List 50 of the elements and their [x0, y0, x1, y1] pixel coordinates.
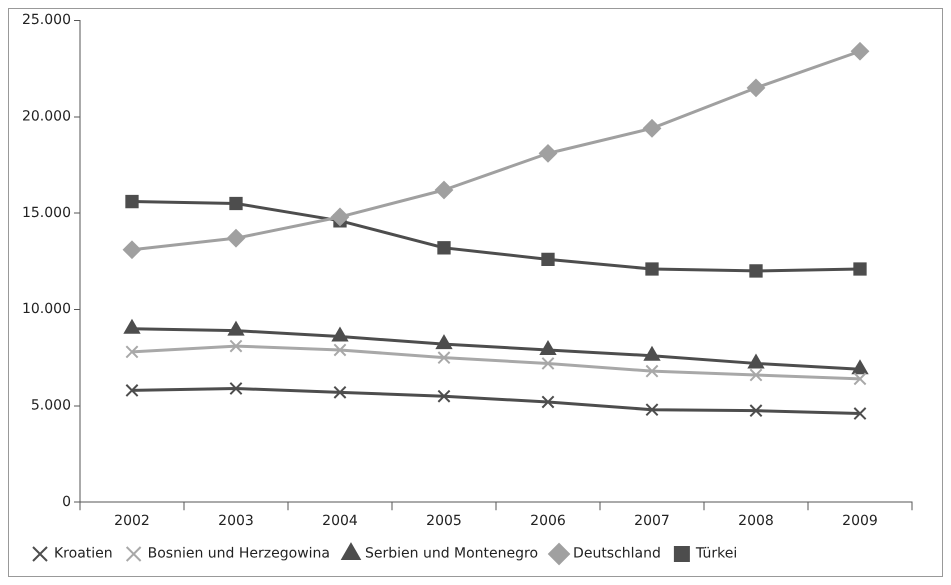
- point: [333, 343, 347, 357]
- point: [125, 345, 139, 359]
- x-tick-label: 2004: [322, 513, 358, 530]
- x-tick-label: 2007: [634, 513, 670, 530]
- point: [851, 42, 869, 60]
- point: [645, 403, 659, 416]
- y-tick-label: 15.000: [22, 204, 71, 221]
- point: [541, 395, 555, 409]
- x-tick-label: 2009: [842, 513, 878, 530]
- legend-label: Bosnien und Herzegowina: [148, 546, 330, 562]
- y-tick-label: 20.000: [22, 108, 71, 124]
- point: [229, 196, 243, 210]
- x-tick-label: 2002: [114, 513, 150, 530]
- point: [749, 404, 763, 418]
- point: [125, 194, 139, 208]
- point: [226, 229, 245, 248]
- legend-label: Serbien und Montenegro: [364, 546, 538, 562]
- point: [229, 339, 243, 353]
- y-tick-label: 0: [62, 494, 71, 510]
- point: [434, 180, 453, 199]
- legend-label: Deutschland: [573, 546, 661, 562]
- point: [330, 208, 349, 226]
- point: [437, 390, 451, 403]
- point: [853, 406, 867, 420]
- point: [437, 241, 451, 254]
- x-tick-label: 2006: [530, 513, 566, 530]
- point: [122, 240, 141, 259]
- y-tick-label: 10.000: [22, 301, 71, 318]
- point: [747, 78, 765, 97]
- point: [541, 356, 555, 370]
- point: [333, 386, 347, 400]
- point: [125, 384, 139, 398]
- point: [853, 372, 867, 386]
- point: [437, 351, 451, 364]
- x-tick-label: 2003: [218, 513, 254, 530]
- point: [538, 144, 557, 162]
- point: [645, 364, 659, 378]
- x-tick-label: 2008: [738, 513, 774, 530]
- point: [749, 368, 763, 382]
- legend-label: Türkei: [694, 546, 738, 562]
- x-tick-label: 2005: [426, 513, 462, 530]
- point: [749, 264, 763, 278]
- point: [645, 262, 659, 276]
- point: [642, 119, 661, 138]
- point: [541, 252, 555, 266]
- legend-label: Kroatien: [54, 546, 113, 562]
- y-tick-label: 25.000: [22, 12, 71, 28]
- point: [853, 262, 867, 276]
- y-tick-label: 5.000: [30, 397, 71, 414]
- point: [229, 382, 243, 396]
